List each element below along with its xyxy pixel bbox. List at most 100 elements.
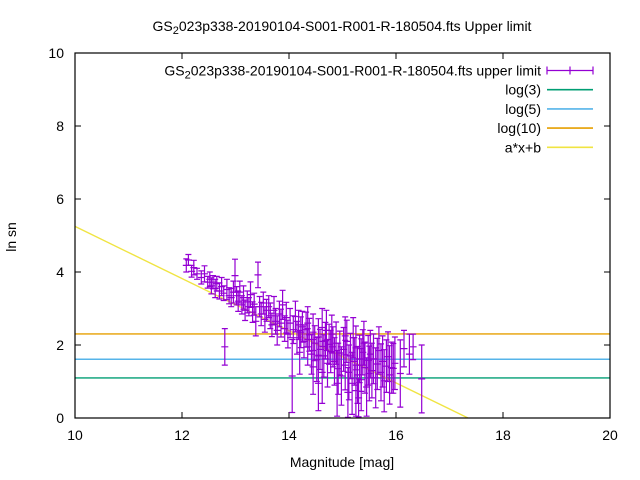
- data-point-errorbar: [347, 332, 354, 380]
- data-point-errorbar: [223, 278, 231, 301]
- data-point-errorbar: [215, 282, 223, 300]
- data-point-errorbar: [366, 329, 374, 379]
- data-point-errorbar: [313, 337, 321, 383]
- legend-label: log(10): [497, 120, 541, 136]
- data-point-errorbar: [348, 351, 356, 415]
- data-point-errorbar: [304, 306, 312, 341]
- data-point-errorbar: [234, 290, 242, 312]
- legend: GS2023p338-20190104-S001-R001-R-180504.f…: [164, 63, 594, 155]
- data-point-errorbar: [325, 323, 333, 365]
- data-point-errorbar: [270, 295, 278, 325]
- data-point-errorbar: [311, 325, 319, 362]
- data-point-errorbar: [268, 312, 276, 338]
- y-tick-label: 8: [56, 118, 64, 134]
- data-point-errorbar: [349, 317, 357, 359]
- data-point-errorbar: [344, 367, 352, 418]
- data-point-errorbar: [354, 345, 361, 404]
- data-point-errorbar: [340, 326, 348, 372]
- data-point-errorbar: [352, 364, 360, 417]
- data-point-errorbar: [322, 309, 330, 352]
- data-point-errorbar: [254, 261, 262, 289]
- data-point-errorbar: [184, 253, 192, 266]
- data-point-errorbar: [261, 306, 269, 333]
- data-point-errorbar: [396, 339, 404, 408]
- data-point-errorbar: [305, 317, 313, 352]
- data-point-errorbar: [206, 271, 214, 288]
- data-point-errorbar: [324, 338, 331, 388]
- data-point-errorbar: [379, 335, 387, 388]
- data-point-errorbar: [341, 316, 349, 356]
- data-point-errorbar: [297, 316, 305, 349]
- data-point-errorbar: [373, 337, 381, 391]
- data-point-errorbar: [298, 310, 306, 343]
- data-point-errorbar: [289, 315, 297, 345]
- data-point-errorbar: [386, 345, 394, 405]
- data-point-errorbar: [243, 290, 251, 314]
- data-point-errorbar: [331, 337, 338, 386]
- data-point-errorbar: [272, 307, 280, 335]
- plot-border: [74, 52, 611, 419]
- data-point-errorbar: [238, 295, 246, 315]
- x-axis-label: Magnitude [mag]: [290, 454, 394, 470]
- data-point-errorbar: [309, 338, 317, 395]
- data-point-errorbar: [318, 340, 326, 404]
- data-point-errorbar: [355, 378, 363, 418]
- data-point-errorbar: [265, 295, 273, 319]
- data-point-errorbar: [249, 301, 257, 323]
- data-point-errorbar: [380, 349, 388, 413]
- data-point-errorbar: [245, 297, 253, 317]
- data-point-errorbar: [296, 329, 304, 375]
- data-point-errorbar: [316, 328, 324, 371]
- data-point-errorbar: [409, 333, 417, 361]
- data-point-errorbar: [400, 329, 408, 368]
- data-point-errorbar: [218, 276, 226, 297]
- y-tick-label: 0: [56, 410, 64, 426]
- y-axis-label: ln sn: [3, 222, 19, 252]
- data-point-errorbar: [321, 321, 329, 360]
- data-point-errorbar: [329, 326, 337, 368]
- data-point-errorbar: [291, 300, 299, 333]
- data-point-errorbar: [225, 287, 233, 305]
- chart-title-rest: 023p338-20190104-S001-R001-R-180504.fts …: [179, 18, 532, 34]
- data-point-errorbar: [277, 308, 285, 338]
- data-point-errorbar: [300, 324, 308, 359]
- data-point-errorbar: [273, 315, 281, 346]
- data-point-errorbar: [282, 301, 290, 334]
- data-point-errorbar: [266, 302, 274, 330]
- data-point-errorbar: [364, 334, 372, 386]
- legend-sample-errorbar: [546, 66, 594, 75]
- data-point-errorbar: [372, 347, 380, 409]
- data-point-errorbar: [375, 326, 383, 375]
- y-tick-label: 6: [56, 191, 64, 207]
- data-point-errorbar: [377, 343, 385, 402]
- data-point-errorbar: [343, 319, 351, 364]
- legend-label: log(3): [505, 82, 541, 98]
- data-point-errorbar: [281, 315, 289, 342]
- x-tick-label: 10: [67, 427, 83, 443]
- data-point-errorbar: [256, 295, 264, 318]
- data-point-errorbar: [389, 342, 397, 394]
- data-point-errorbar: [341, 339, 349, 391]
- x-tick-label: 14: [281, 427, 297, 443]
- data-point-errorbar: [263, 298, 270, 322]
- data-point-errorbar: [327, 329, 335, 374]
- y-tick-label: 4: [56, 264, 64, 280]
- data-point-errorbar: [259, 291, 267, 315]
- legend-label: GS2023p338-20190104-S001-R001-R-180504.f…: [164, 63, 541, 82]
- data-point-errorbar: [382, 339, 390, 393]
- data-point-errorbar: [361, 341, 369, 394]
- data-point-errorbar: [314, 318, 322, 356]
- data-point-errorbar: [193, 267, 201, 280]
- data-point-errorbar: [284, 319, 292, 349]
- data-point-errorbar: [363, 357, 371, 417]
- chart-title-subscript: 2: [173, 25, 179, 37]
- data-point-errorbar: [405, 333, 413, 375]
- y-tick-label: 2: [56, 337, 64, 353]
- chart-title: GS2023p338-20190104-S001-R001-R-180504.f…: [153, 18, 532, 37]
- data-point-errorbar: [418, 344, 426, 414]
- data-point-errorbar: [233, 286, 241, 306]
- data-point-errorbar: [320, 334, 328, 378]
- data-point-errorbar: [337, 346, 345, 406]
